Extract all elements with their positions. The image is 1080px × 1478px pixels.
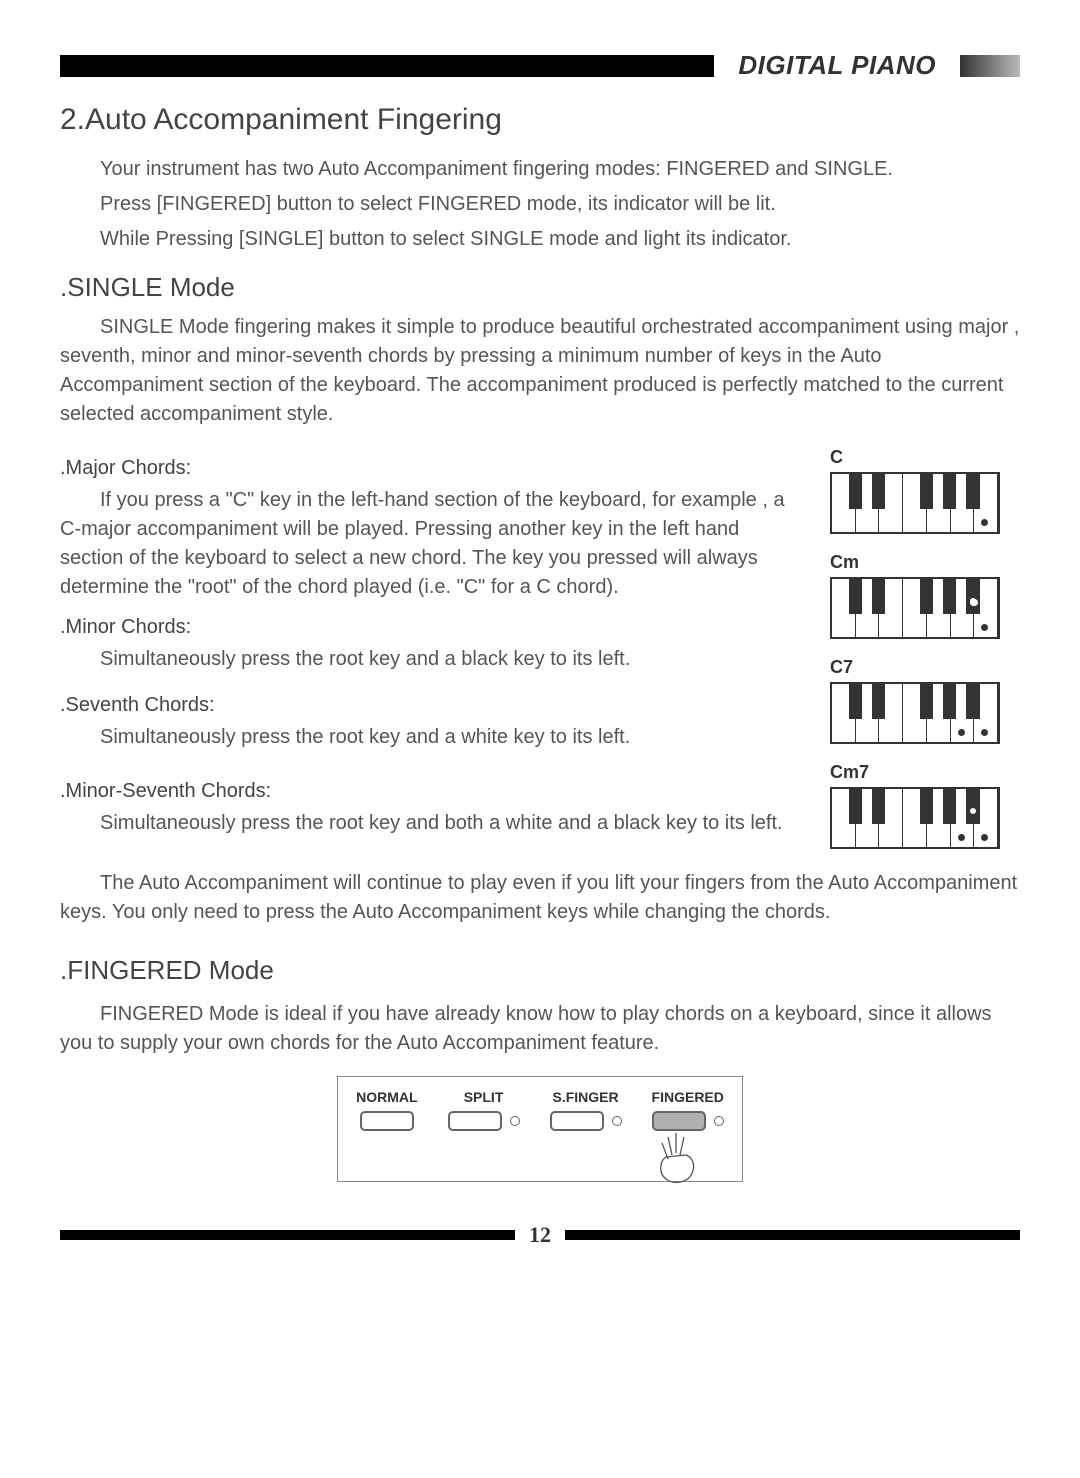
sfinger-button[interactable] xyxy=(550,1111,604,1131)
seventh-chords-text: Simultaneously press the root key and a … xyxy=(100,723,806,752)
panel-row xyxy=(448,1111,520,1131)
keyboard-cm7-label: Cm7 xyxy=(830,762,1000,783)
major-chords-text: If you press a "C" key in the left-hand … xyxy=(60,486,806,602)
footer-bar-right xyxy=(565,1230,1020,1240)
single-mode-intro: SINGLE Mode fingering makes it simple to… xyxy=(60,313,1020,429)
keyboard-c-label: C xyxy=(830,447,1000,468)
intro-line-1: Your instrument has two Auto Accompanime… xyxy=(100,155,1020,184)
panel-label: NORMAL xyxy=(356,1089,417,1105)
fingered-text: FINGERED Mode is ideal if you have alrea… xyxy=(60,1003,992,1054)
header-bar-left xyxy=(60,55,714,77)
panel-col-sfinger: S.FINGER xyxy=(550,1089,622,1131)
split-button[interactable] xyxy=(448,1111,502,1131)
fingered-text-block: FINGERED Mode is ideal if you have alrea… xyxy=(60,1000,1020,1058)
panel-label: FINGERED xyxy=(652,1089,724,1105)
button-panel: NORMAL SPLIT S.FINGER FINGERED xyxy=(337,1076,743,1182)
normal-button[interactable] xyxy=(360,1111,414,1131)
panel-col-split: SPLIT xyxy=(448,1089,520,1131)
led-indicator xyxy=(510,1116,520,1126)
single-mode-intro-text: SINGLE Mode fingering makes it simple to… xyxy=(60,316,1019,425)
header-bar-right xyxy=(960,55,1020,77)
minor-chords-heading: .Minor Chords: xyxy=(60,616,806,639)
header-title: DIGITAL PIANO xyxy=(714,50,960,81)
panel-row xyxy=(360,1111,414,1131)
panel-col-fingered: FINGERED xyxy=(652,1089,724,1131)
hand-icon xyxy=(646,1129,706,1185)
mini-keyboard-c7 xyxy=(830,682,1000,744)
mini-keyboard-c xyxy=(830,472,1000,534)
page-footer: 12 xyxy=(60,1222,1020,1248)
panel-row xyxy=(550,1111,622,1131)
keyboard-cm7: Cm7 xyxy=(830,762,1000,849)
intro-line-3: While Pressing [SINGLE] button to select… xyxy=(100,225,1020,254)
panel-label: S.FINGER xyxy=(552,1089,618,1105)
keyboard-c: C xyxy=(830,447,1000,534)
page-number: 12 xyxy=(529,1222,551,1248)
continue-text-block: The Auto Accompaniment will continue to … xyxy=(60,869,1020,927)
mini-keyboard-cm7 xyxy=(830,787,1000,849)
footer-bar-left xyxy=(60,1230,515,1240)
keyboard-diagrams: C Cm C7 xyxy=(830,443,1020,849)
fingered-mode-heading: .FINGERED Mode xyxy=(60,955,1020,986)
keyboard-c7-label: C7 xyxy=(830,657,1000,678)
keyboard-c7: C7 xyxy=(830,657,1000,744)
mini-keyboard-cm xyxy=(830,577,1000,639)
continue-text: The Auto Accompaniment will continue to … xyxy=(60,872,1017,923)
button-panel-wrap: NORMAL SPLIT S.FINGER FINGERED xyxy=(60,1076,1020,1182)
panel-col-normal: NORMAL xyxy=(356,1089,417,1131)
intro-line-2: Press [FINGERED] button to select FINGER… xyxy=(100,190,1020,219)
single-mode-heading: .SINGLE Mode xyxy=(60,272,1020,303)
main-heading: 2.Auto Accompaniment Fingering xyxy=(60,103,1020,137)
keyboard-cm: Cm xyxy=(830,552,1000,639)
panel-row xyxy=(652,1111,724,1131)
fingered-button[interactable] xyxy=(652,1111,706,1131)
seventh-chords-heading: .Seventh Chords: xyxy=(60,694,806,717)
minor7-chords-text: Simultaneously press the root key and bo… xyxy=(100,809,806,838)
major-chords-heading: .Major Chords: xyxy=(60,457,806,480)
led-indicator xyxy=(714,1116,724,1126)
panel-label: SPLIT xyxy=(464,1089,504,1105)
page-header: DIGITAL PIANO xyxy=(60,50,1020,81)
major-chords-body: If you press a "C" key in the left-hand … xyxy=(60,489,785,598)
led-indicator xyxy=(612,1116,622,1126)
minor7-chords-heading: .Minor-Seventh Chords: xyxy=(60,780,806,803)
keyboard-cm-label: Cm xyxy=(830,552,1000,573)
minor-chords-text: Simultaneously press the root key and a … xyxy=(100,645,806,674)
